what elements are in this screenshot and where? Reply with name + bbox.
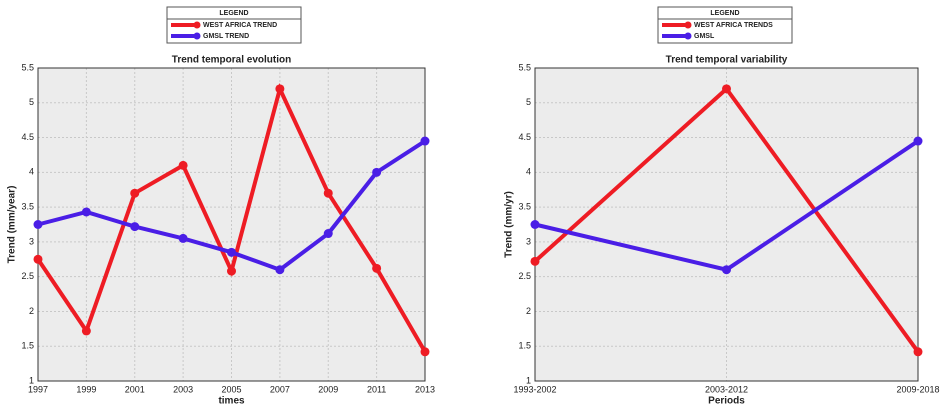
data-point <box>81 326 91 336</box>
data-point <box>372 167 382 177</box>
legend-label: WEST AFRICA TREND <box>203 22 277 29</box>
legend-title: LEGEND <box>710 10 739 17</box>
y-tick-label: 4 <box>29 167 34 177</box>
x-axis-label: Periods <box>708 396 745 406</box>
y-tick-label: 1 <box>29 375 34 385</box>
y-tick-label: 2 <box>29 306 34 316</box>
x-tick-label: 2013 <box>415 384 435 394</box>
data-point <box>913 136 923 146</box>
data-point <box>178 233 188 243</box>
y-tick-label: 5.5 <box>518 62 531 72</box>
x-tick-label: 2001 <box>125 384 145 394</box>
legend-marker <box>193 21 201 29</box>
x-tick-label: 2009-2018 <box>896 384 939 394</box>
legend-marker <box>684 32 692 40</box>
y-tick-label: 2.5 <box>518 271 531 281</box>
y-axis-label: Trend (mm/yr) <box>504 191 515 258</box>
x-tick-label: 2011 <box>367 384 386 394</box>
legend-marker <box>193 32 201 40</box>
y-tick-label: 2 <box>526 306 531 316</box>
chart-title: Trend temporal variability <box>666 55 788 66</box>
legend-title: LEGEND <box>219 10 248 17</box>
data-point <box>81 207 91 217</box>
data-point <box>722 84 731 94</box>
y-tick-label: 3.5 <box>21 201 34 211</box>
y-tick-label: 4.5 <box>21 132 34 142</box>
y-tick-label: 5 <box>29 97 34 107</box>
data-point <box>178 160 188 170</box>
x-tick-label: 2003-2012 <box>705 384 748 394</box>
data-point <box>275 84 285 94</box>
data-point <box>130 222 140 232</box>
data-point <box>130 188 140 198</box>
data-point <box>323 188 333 198</box>
legend-marker <box>684 21 692 29</box>
data-point <box>530 220 540 229</box>
y-tick-label: 2.5 <box>21 271 34 281</box>
legend-label: WEST AFRICA TRENDS <box>694 22 773 29</box>
y-tick-label: 3 <box>29 236 34 246</box>
data-point <box>530 256 540 266</box>
x-tick-label: 1999 <box>76 384 96 394</box>
data-point <box>275 265 285 275</box>
data-point <box>420 136 430 146</box>
data-point <box>420 347 430 357</box>
x-tick-label: 2007 <box>270 384 290 394</box>
data-point <box>33 254 43 264</box>
data-point <box>323 229 333 239</box>
x-tick-label: 2005 <box>221 384 241 394</box>
y-tick-label: 5.5 <box>21 62 34 72</box>
chart-title: Trend temporal evolution <box>172 55 291 66</box>
y-tick-label: 4 <box>526 167 531 177</box>
y-tick-label: 1 <box>526 375 531 385</box>
data-point <box>227 247 236 257</box>
x-tick-label: 2009 <box>318 384 338 394</box>
x-tick-label: 1997 <box>28 384 48 394</box>
data-point <box>372 263 382 273</box>
y-tick-label: 3 <box>526 236 531 246</box>
legend-label: GMSL <box>694 33 715 40</box>
x-tick-label: 2003 <box>173 384 193 394</box>
y-axis-label: Trend (mm/year) <box>7 186 18 264</box>
y-tick-label: 5 <box>526 97 531 107</box>
data-point <box>722 265 731 275</box>
y-tick-label: 3.5 <box>518 201 531 211</box>
x-axis-label: times <box>218 396 245 406</box>
data-point <box>913 347 923 357</box>
legend-label: GMSL TREND <box>203 33 249 40</box>
y-tick-label: 4.5 <box>518 132 531 142</box>
x-tick-label: 1993-2002 <box>513 384 556 394</box>
y-tick-label: 1.5 <box>518 341 531 351</box>
data-point <box>33 220 43 229</box>
y-tick-label: 1.5 <box>21 341 34 351</box>
data-point <box>227 266 236 276</box>
